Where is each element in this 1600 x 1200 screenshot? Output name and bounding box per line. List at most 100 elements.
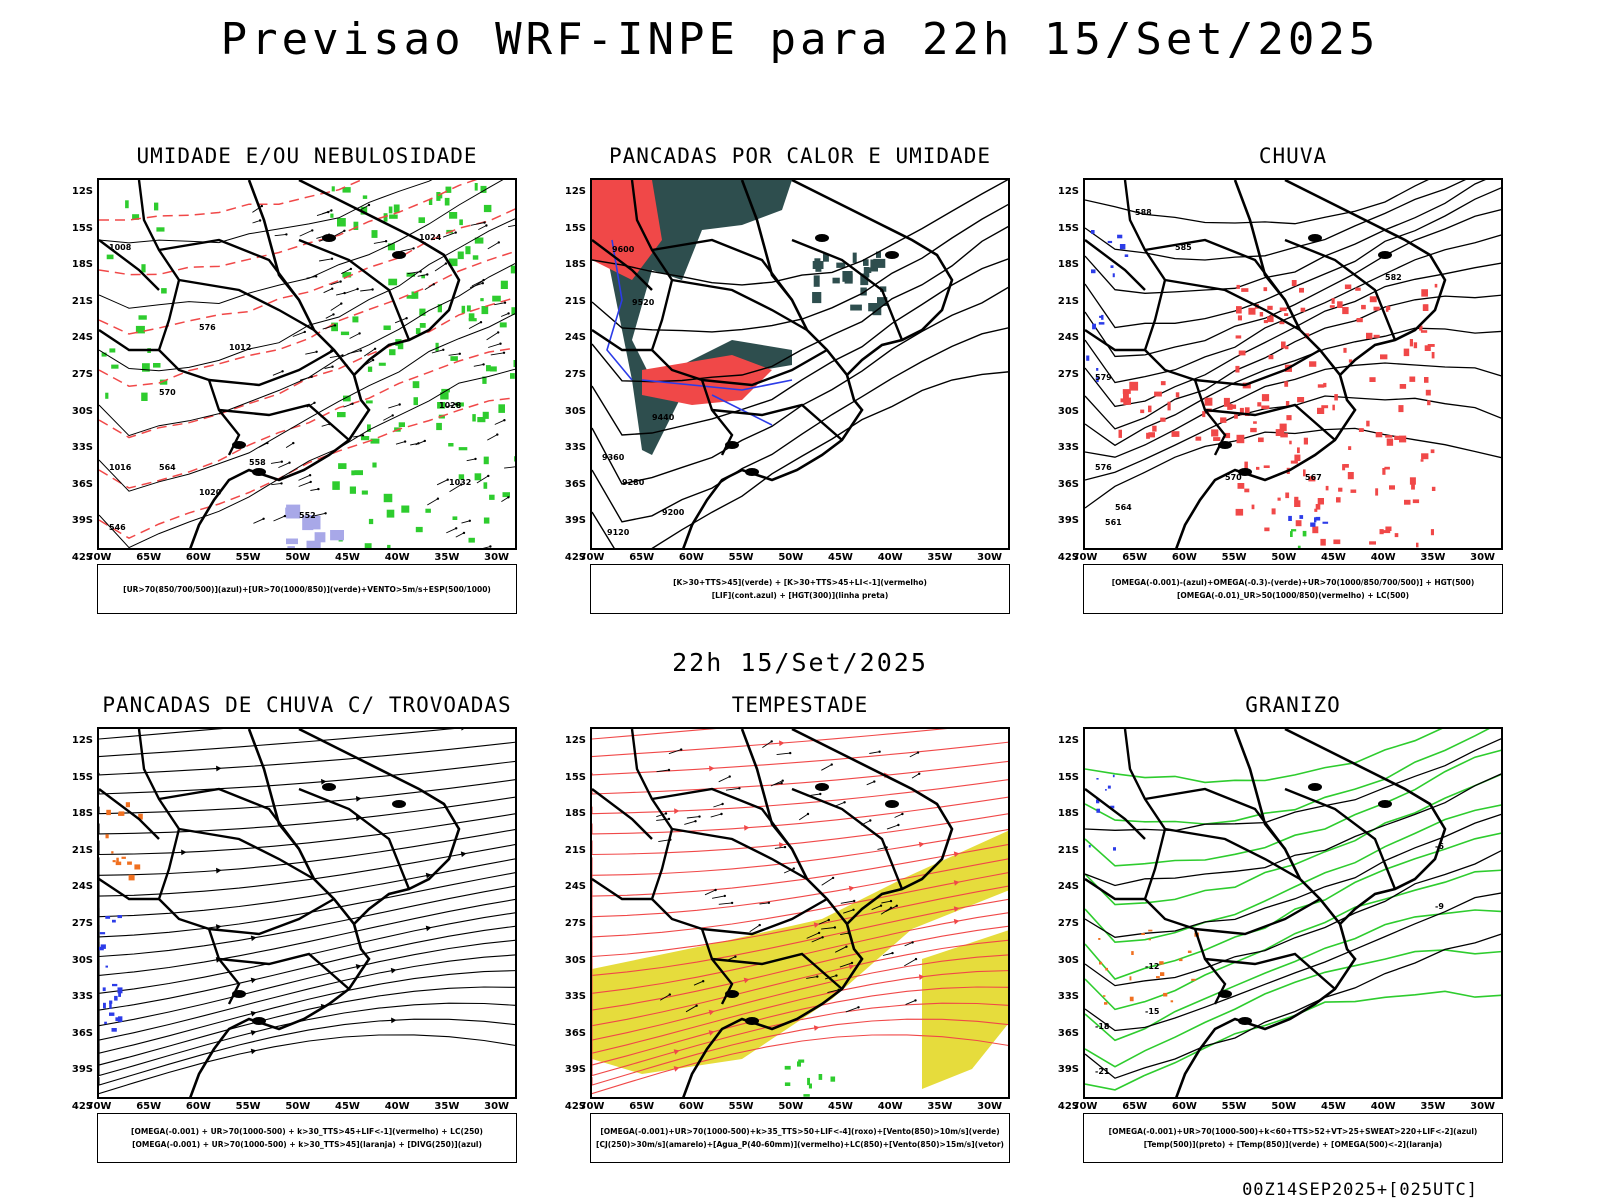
wind-vector-61 <box>383 415 393 421</box>
streamline-850-arrow-8 <box>953 851 960 858</box>
rain-red-cell-104 <box>1427 400 1431 406</box>
rain-red-cell-113 <box>1366 420 1370 427</box>
instability-teal-cell-24 <box>877 297 888 306</box>
rain-red-cell-57 <box>1425 389 1431 396</box>
wind-vector-45 <box>821 764 832 771</box>
wind-vector-45 <box>487 434 498 441</box>
wind-vector-head-66 <box>356 287 359 291</box>
contour-label-4: 1024 <box>419 233 442 242</box>
lon-label: 65W <box>136 1101 162 1112</box>
lake-blob-1 <box>745 468 759 476</box>
lat-label: 24S <box>1057 881 1079 893</box>
storm-orange-cell-9 <box>112 860 116 863</box>
lat-label: 15S <box>71 222 93 234</box>
wind-vector-43 <box>417 274 428 277</box>
wind-vector-78 <box>455 532 465 538</box>
wind-vector-57 <box>821 877 834 886</box>
lat-label: 33S <box>1057 991 1079 1003</box>
thickness-contour-3 <box>99 250 515 387</box>
wind-vector-47 <box>468 321 482 329</box>
rain-red-cell-11 <box>1263 320 1268 324</box>
wind-vector-head-12 <box>309 480 312 484</box>
wind-vector-head-40 <box>308 474 312 477</box>
thickness-contour-5 <box>99 347 515 489</box>
pressure-contour-5 <box>99 368 515 548</box>
streamline-850-arrow-2 <box>709 765 715 772</box>
wind-vector-86 <box>285 442 294 448</box>
streamline-15 <box>99 939 515 1027</box>
wind-vector-76 <box>349 332 360 339</box>
streamline-11 <box>99 885 515 958</box>
wind-vector-30 <box>494 302 506 306</box>
divergence-blue-cell-10 <box>100 944 106 949</box>
lon-label: 65W <box>1122 552 1148 563</box>
wind-vector-0 <box>725 787 740 791</box>
streamline-850-15 <box>592 939 1008 1027</box>
hgt300-contour-5 <box>592 327 1008 523</box>
lon-label: 70W <box>579 1101 605 1112</box>
lon-label: 30W <box>484 1101 510 1112</box>
lon-label: 55W <box>728 1101 754 1112</box>
rain-red-cell-39 <box>1295 520 1302 527</box>
humidity-green-cell-78 <box>337 412 346 418</box>
humidity-green-cell-2 <box>481 306 489 315</box>
rain-red-cell-118 <box>1248 307 1256 315</box>
wind-green-cell-8 <box>803 1094 810 1097</box>
wind-vector-head-20 <box>423 439 426 443</box>
contour-label-8: 561 <box>1105 518 1122 527</box>
wind-vector-3 <box>776 752 791 756</box>
temp500-contour-1 <box>1085 773 1501 887</box>
map-tempestade <box>590 727 1010 1099</box>
wind-vector-head-37 <box>916 751 920 754</box>
wind-vector-29 <box>894 813 903 818</box>
rain-green-cell-1 <box>1302 530 1307 537</box>
legend-line-1: [OMEGA(-0.001) + UR>70(1000-500) + k>30_… <box>131 1127 483 1136</box>
coastline-northeast <box>298 180 461 376</box>
panel-title: UMIDADE E/OU NEBULOSIDADE <box>136 144 478 168</box>
wind-vector-head-43 <box>426 273 429 276</box>
rain-red-cell-132 <box>1308 476 1316 482</box>
wind-vector-50 <box>424 283 435 290</box>
wind-vector-head-15 <box>349 267 353 271</box>
humidity-green-west-9 <box>105 392 109 399</box>
rain-red-cell-18 <box>1373 334 1380 338</box>
streamline-850-arrow-5 <box>744 825 750 831</box>
wind-vector-24 <box>319 258 333 262</box>
rain-blue-cell-south-4 <box>1288 515 1292 521</box>
wind-vector-66 <box>345 288 358 294</box>
lake-blob-2 <box>392 800 406 808</box>
omega-orange-cell-2 <box>1159 961 1164 965</box>
humidity-green-cell-20 <box>418 217 425 223</box>
humidity-blue-cell-3 <box>286 538 298 545</box>
humidity-green-cell-31 <box>466 305 471 312</box>
wind-vector-head-59 <box>333 324 337 327</box>
wind-vector-head-18 <box>384 240 388 243</box>
omega-orange-cell-18 <box>1160 972 1165 976</box>
rain-red-cell-12 <box>1300 307 1306 312</box>
wind-vector-8 <box>431 349 444 354</box>
lon-label: 40W <box>384 552 410 563</box>
contour-label-7: 576 <box>199 323 216 332</box>
rain-red-cell-west-13 <box>1129 381 1139 391</box>
humidity-green-cell-44 <box>362 195 368 199</box>
rain-red-cell-134 <box>1320 538 1326 546</box>
rain-red-cell-87 <box>1294 454 1301 461</box>
wind-vector-head-17 <box>889 899 893 903</box>
wind-vector-5 <box>395 441 406 445</box>
rain-red-cell-47 <box>1375 432 1383 438</box>
humidity-green-cell-75 <box>349 486 356 494</box>
temp850-contour-1 <box>1085 729 1490 825</box>
wind-vector-42 <box>818 919 829 925</box>
storm-orange-cell-3 <box>128 874 135 881</box>
humidity-green-cell-49 <box>502 492 510 498</box>
streamline-13 <box>99 912 515 994</box>
lake-blob-3 <box>815 234 829 242</box>
wind-vector-18 <box>373 240 387 244</box>
rain-red-cell-west-36 <box>1230 404 1237 409</box>
omega-orange-cell-11 <box>1104 1002 1108 1005</box>
lat-label: 18S <box>1057 259 1079 271</box>
rain-red-cell-west-5 <box>1250 427 1257 433</box>
wind-vector-head-22 <box>758 923 761 927</box>
divergence-blue-cell-15 <box>109 1012 115 1016</box>
state-border-4 <box>711 403 843 441</box>
